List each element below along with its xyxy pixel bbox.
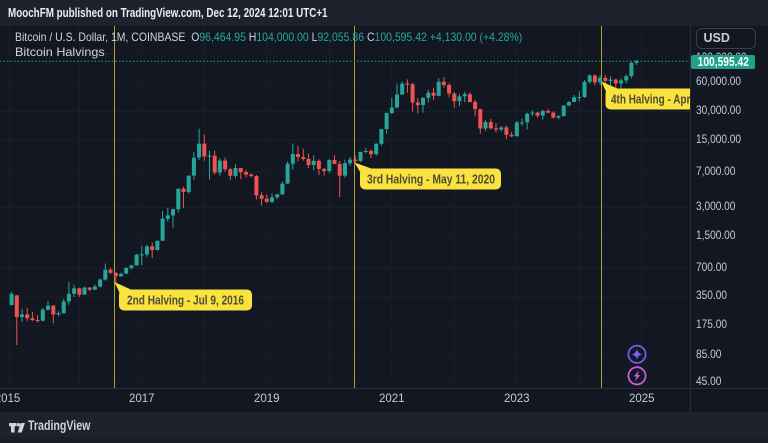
svg-text:3rd Halving - May 11, 2020: 3rd Halving - May 11, 2020 bbox=[367, 173, 495, 187]
svg-text:2nd Halving - Jul 9, 2016: 2nd Halving - Jul 9, 2016 bbox=[127, 294, 244, 308]
